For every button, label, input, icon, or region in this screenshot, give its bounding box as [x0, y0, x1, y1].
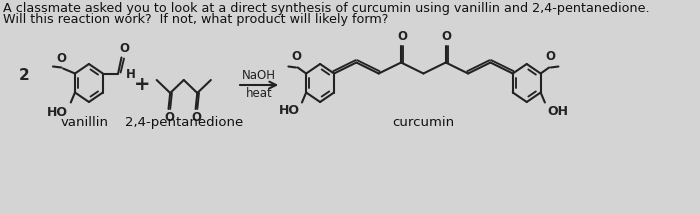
Text: O: O: [119, 43, 129, 56]
Text: +: +: [134, 75, 150, 95]
Text: O: O: [546, 50, 556, 63]
Text: O: O: [291, 50, 301, 63]
Text: O: O: [442, 30, 452, 43]
Text: 2: 2: [19, 68, 29, 82]
Text: H: H: [126, 68, 136, 81]
Text: OH: OH: [547, 105, 568, 118]
Text: Will this reaction work?  If not, what product will likely form?: Will this reaction work? If not, what pr…: [4, 13, 389, 26]
Text: HO: HO: [47, 105, 68, 118]
Text: O: O: [57, 52, 66, 66]
Text: vanillin: vanillin: [61, 116, 108, 129]
Text: O: O: [397, 30, 407, 43]
Text: A classmate asked you to look at a direct synthesis of curcumin using vanillin a: A classmate asked you to look at a direc…: [4, 2, 650, 15]
Text: 2,4-pentanedione: 2,4-pentanedione: [125, 116, 243, 129]
Text: HO: HO: [279, 105, 300, 118]
Text: NaOH: NaOH: [242, 69, 276, 82]
Text: curcumin: curcumin: [392, 116, 454, 129]
Text: O: O: [164, 111, 174, 124]
Text: O: O: [192, 111, 202, 124]
Text: heat: heat: [246, 87, 272, 100]
